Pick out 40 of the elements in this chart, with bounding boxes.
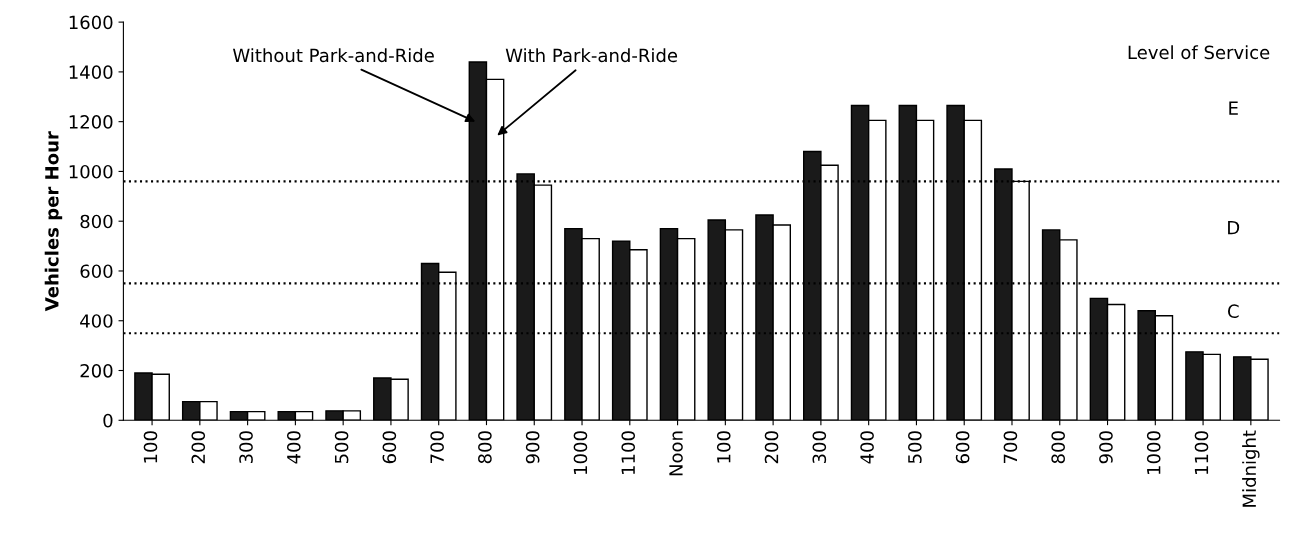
y-tick-label: 600 — [80, 264, 113, 279]
y-tick-label: 0 — [103, 413, 113, 428]
annotation: E — [1229, 101, 1238, 115]
x-tick-label: 300 — [239, 431, 253, 464]
x-tick-label: 200 — [764, 431, 779, 464]
annotation: C — [1227, 304, 1239, 319]
x-tick-label: 800 — [478, 431, 492, 464]
x-tick-label: 1000 — [1146, 431, 1161, 474]
x-tick-label: 700 — [1003, 431, 1018, 463]
x-tick-label: 1100 — [1194, 431, 1209, 474]
x-tick-label: 700 — [430, 431, 444, 463]
y-tick-label: 800 — [80, 214, 113, 229]
x-tick-label: 200 — [191, 431, 206, 464]
series-label: Without Park-and-Ride — [232, 48, 434, 63]
x-tick-label: 300 — [812, 431, 827, 464]
y-tick-label: 1200 — [69, 115, 113, 129]
x-tick-label: 800 — [1051, 431, 1065, 464]
annotation: D — [1228, 220, 1240, 235]
x-tick-label: Midnight — [1242, 430, 1260, 507]
x-tick-label: 100 — [143, 431, 158, 463]
y-tick-label: 1400 — [69, 65, 113, 80]
y-tick-label: 400 — [80, 314, 113, 328]
x-tick-label: 900 — [1099, 431, 1113, 464]
x-tick-label: 900 — [525, 431, 540, 464]
series-label: With Park-and-Ride — [505, 48, 678, 63]
x-tick-label: 600 — [382, 431, 397, 464]
y-tick-label: 1000 — [69, 164, 113, 179]
x-tick-label: 400 — [860, 431, 874, 464]
x-tick-label: 1100 — [621, 431, 636, 474]
x-tick-label: 400 — [286, 431, 301, 464]
x-tick-label: 500 — [334, 431, 349, 464]
x-tick-label: 500 — [908, 431, 922, 464]
x-tick-label: 600 — [955, 431, 970, 464]
x-tick-label: Noon — [669, 431, 683, 476]
y-axis-title: Vehicles per Hour — [44, 131, 63, 312]
annotation: Level of Service — [1128, 45, 1270, 60]
y-tick-label: 1600 — [69, 15, 113, 30]
x-tick-label: 1000 — [573, 431, 588, 474]
y-tick-label: 200 — [80, 363, 113, 378]
x-tick-label: 100 — [716, 431, 731, 463]
